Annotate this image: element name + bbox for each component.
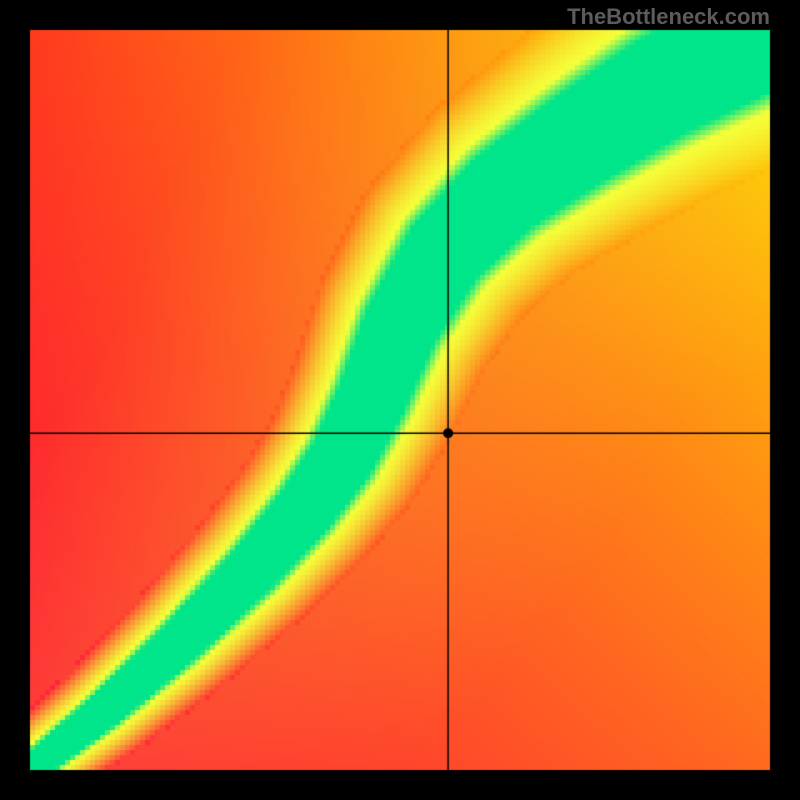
heatmap-canvas	[0, 0, 800, 800]
chart-container: TheBottleneck.com	[0, 0, 800, 800]
watermark-text: TheBottleneck.com	[567, 4, 770, 30]
